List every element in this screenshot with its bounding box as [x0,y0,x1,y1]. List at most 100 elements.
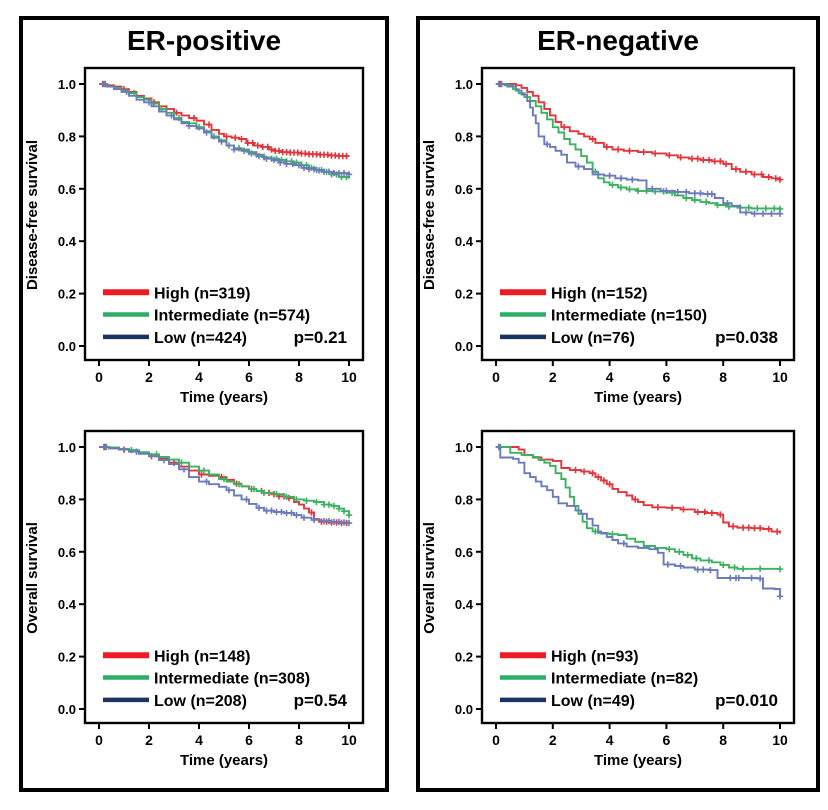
x-tick-label: 4 [606,732,614,748]
legend-label-low: Low (n=49) [551,693,635,710]
y-tick-label: 0.4 [58,597,77,612]
legend-label-low: Low (n=208) [154,693,247,710]
panel-title-er-negative: ER-negative [537,25,699,56]
y-axis: 0.0 0.2 0.4 0.6 0.8 1.0 [58,440,85,717]
x-tick-label: 6 [663,369,671,385]
x-tick-label: 10 [341,369,357,385]
legend-label-intermediate: Intermediate (n=82) [551,671,698,688]
y-tick-label: 1.0 [58,77,76,92]
legend-label-high: High (n=93) [551,648,639,665]
x-tick-label: 2 [145,369,153,385]
survival-curve-low [99,446,350,524]
chart-er-positive-dfs: 0.0 0.2 0.4 0.6 0.8 1.0 0 2 4 6 8 10 Time (years) Dis… [23,58,385,421]
p-value-label: p=0.010 [715,691,778,710]
x-axis-title: Time (years) [594,389,682,406]
x-axis: 0 2 4 6 8 10 [95,723,357,748]
p-value-label: p=0.54 [294,691,348,710]
y-tick-label: 0.2 [58,287,76,302]
plot-border [480,66,796,362]
plot-border [83,66,365,362]
x-axis: 0 2 4 6 8 10 [492,360,788,385]
x-tick-label: 4 [606,369,614,385]
y-tick-label: 1.0 [455,440,473,455]
legend: High (n=148) Intermediate (n=308) Low (n=2… [103,648,310,710]
p-value-label: p=0.21 [294,328,347,347]
x-tick-label: 0 [492,369,500,385]
km-chart-svg: 0.0 0.2 0.4 0.6 0.8 1.0 0 2 4 6 8 10 Time (years) Ove… [421,429,796,769]
x-axis: 0 2 4 6 8 10 [95,360,357,385]
x-tick-label: 2 [145,732,153,748]
legend-label-high: High (n=148) [154,648,250,665]
x-tick-label: 8 [295,732,303,748]
x-tick-label: 10 [772,732,788,748]
censor-marks-high [495,443,781,535]
legend-label-intermediate: Intermediate (n=150) [551,308,707,325]
y-axis: 0.0 0.2 0.4 0.6 0.8 1.0 [58,77,85,354]
x-tick-label: 0 [95,369,103,385]
censor-marks-low [495,443,784,600]
x-tick-label: 10 [341,732,357,748]
y-tick-label: 0.2 [455,650,473,665]
panel-title-er-positive: ER-positive [126,25,282,56]
x-tick-label: 4 [195,732,203,748]
x-tick-label: 8 [295,369,303,385]
y-tick-label: 0.4 [455,597,474,612]
x-tick-label: 6 [245,732,253,748]
y-tick-label: 0.4 [455,234,474,249]
x-tick-label: 8 [719,369,727,385]
legend-label-intermediate: Intermediate (n=574) [154,308,310,325]
x-axis: 0 2 4 6 8 10 [492,723,788,748]
y-axis: 0.0 0.2 0.4 0.6 0.8 1.0 [455,77,482,354]
legend: High (n=319) Intermediate (n=574) Low (n=4… [103,285,310,347]
panel-er-negative: ER-negative 0.0 0.2 0.4 0.6 0.8 1.0 0 2 4 6 8 10 Tim… [416,16,820,792]
y-tick-label: 0.0 [455,339,473,354]
x-tick-label: 10 [772,369,788,385]
km-chart-svg: 0.0 0.2 0.4 0.6 0.8 1.0 0 2 4 6 8 10 Time (years) Ove… [24,429,365,769]
censor-marks-intermediate [497,443,784,573]
x-tick-label: 0 [492,732,500,748]
plot-border [480,429,796,725]
censor-marks-low [495,80,784,217]
x-tick-label: 2 [549,732,557,748]
y-axis-title: Overall survival [24,522,41,634]
survival-curve-low [496,83,780,215]
censor-marks-low [102,80,353,178]
panel-er-positive: ER-positive 0.0 0.2 0.4 0.6 0.8 1.0 0 2 4 6 8 10 Tim… [19,16,389,792]
y-tick-label: 0.0 [455,702,473,717]
y-tick-label: 0.0 [58,702,76,717]
y-tick-label: 0.8 [58,492,76,507]
y-tick-label: 0.6 [58,182,76,197]
x-axis-title: Time (years) [594,752,682,769]
legend-label-high: High (n=152) [551,285,647,302]
legend-label-low: Low (n=424) [154,330,247,347]
x-tick-label: 2 [549,369,557,385]
y-tick-label: 0.6 [455,182,473,197]
y-tick-label: 1.0 [58,440,76,455]
y-tick-label: 0.4 [58,234,77,249]
y-axis-title: Disease-free survival [24,140,41,290]
x-axis-title: Time (years) [180,389,268,406]
km-chart-svg: 0.0 0.2 0.4 0.6 0.8 1.0 0 2 4 6 8 10 Time (years) Dis… [24,66,365,406]
y-tick-label: 0.2 [58,650,76,665]
y-tick-label: 0.2 [455,287,473,302]
censor-marks-intermediate [103,443,353,519]
survival-curve-high [496,446,781,534]
x-tick-label: 6 [663,732,671,748]
y-tick-label: 0.8 [455,129,473,144]
chart-er-negative-os: 0.0 0.2 0.4 0.6 0.8 1.0 0 2 4 6 8 10 Time (years) Ove… [420,421,816,784]
y-tick-label: 0.6 [58,545,76,560]
y-tick-label: 1.0 [455,77,473,92]
y-axis: 0.0 0.2 0.4 0.6 0.8 1.0 [455,440,482,717]
y-tick-label: 0.6 [455,545,473,560]
y-axis-title: Disease-free survival [421,140,438,290]
km-chart-svg: 0.0 0.2 0.4 0.6 0.8 1.0 0 2 4 6 8 10 Time (years) Dis… [421,66,796,406]
x-axis-title: Time (years) [180,752,268,769]
chart-er-positive-os: 0.0 0.2 0.4 0.6 0.8 1.0 0 2 4 6 8 10 Time (years) Ove… [23,421,385,784]
legend-label-high: High (n=319) [154,285,250,302]
legend: High (n=93) Intermediate (n=82) Low (n=49) [500,648,698,710]
censor-marks-high [99,80,350,160]
legend: High (n=152) Intermediate (n=150) Low (n=7… [500,285,707,347]
legend-label-intermediate: Intermediate (n=308) [154,671,310,688]
y-tick-label: 0.0 [58,339,76,354]
